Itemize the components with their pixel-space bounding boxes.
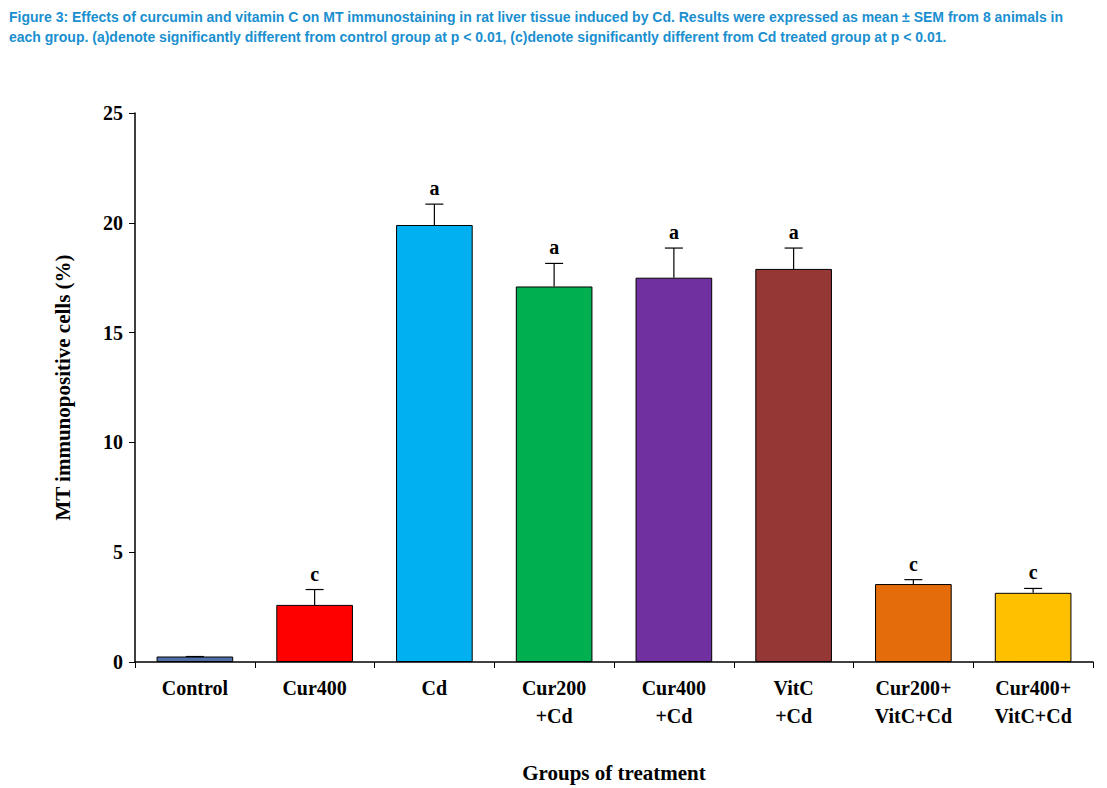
svg-text:a: a [669, 221, 679, 243]
svg-text:a: a [789, 221, 799, 243]
svg-text:Cur400: Cur400 [642, 677, 706, 699]
svg-text:Cd: Cd [422, 677, 448, 699]
svg-text:Cur200+: Cur200+ [875, 677, 951, 699]
svg-text:+Cd: +Cd [655, 705, 692, 727]
svg-text:MT immunopositive cells (%): MT immunopositive cells (%) [51, 254, 75, 520]
svg-text:+Cd: +Cd [775, 705, 812, 727]
svg-text:VitC: VitC [773, 677, 813, 699]
svg-text:c: c [310, 563, 319, 585]
svg-text:c: c [1029, 561, 1038, 583]
svg-text:Cur400: Cur400 [282, 677, 346, 699]
svg-text:20: 20 [103, 212, 123, 234]
svg-text:a: a [549, 236, 559, 258]
svg-text:Cur200: Cur200 [522, 677, 586, 699]
svg-text:25: 25 [103, 102, 123, 124]
svg-text:VitC+Cd: VitC+Cd [994, 705, 1071, 727]
svg-text:0: 0 [113, 651, 123, 673]
svg-text:15: 15 [103, 322, 123, 344]
svg-text:+Cd: +Cd [536, 705, 573, 727]
svg-text:a: a [429, 177, 439, 199]
svg-text:5: 5 [113, 541, 123, 563]
svg-text:10: 10 [103, 431, 123, 453]
svg-text:Control: Control [162, 677, 229, 699]
svg-text:Cur400+: Cur400+ [995, 677, 1071, 699]
svg-text:each group. (a)denote signific: each group. (a)denote significantly diff… [9, 29, 946, 45]
svg-text:c: c [909, 553, 918, 575]
svg-text:VitC+Cd: VitC+Cd [875, 705, 952, 727]
svg-text:Groups of treatment: Groups of treatment [522, 761, 706, 785]
svg-text:Figure 3: Effects of curcumin: Figure 3: Effects of curcumin and vitami… [9, 9, 1067, 25]
